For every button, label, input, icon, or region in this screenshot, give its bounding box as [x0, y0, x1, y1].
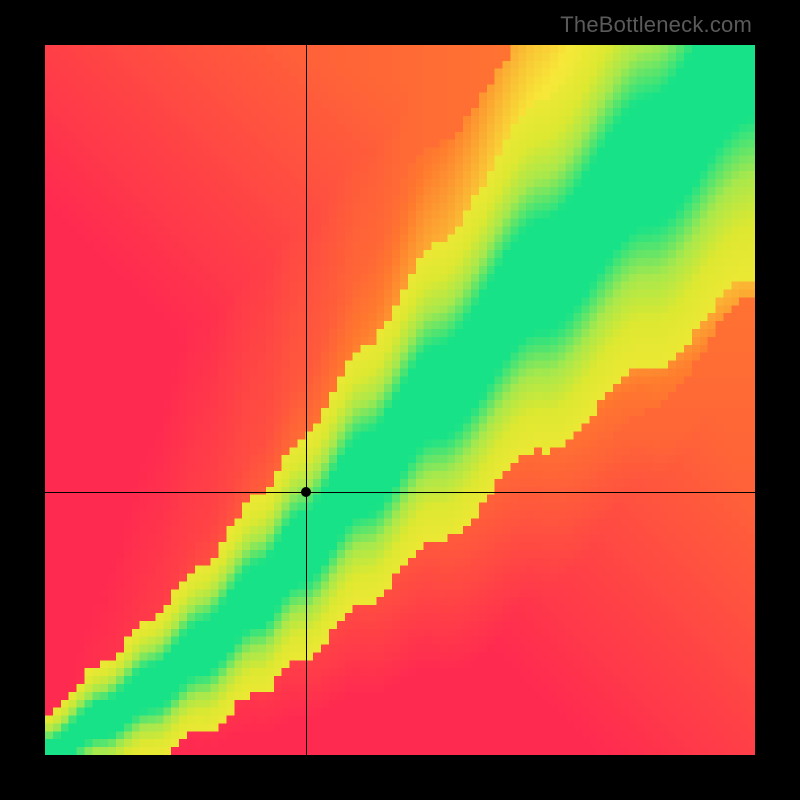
crosshair-marker: [301, 487, 311, 497]
plot-area: [45, 45, 755, 755]
crosshair-horizontal: [45, 492, 755, 493]
watermark-text: TheBottleneck.com: [560, 12, 752, 38]
chart-container: TheBottleneck.com: [0, 0, 800, 800]
heatmap-canvas: [45, 45, 755, 755]
crosshair-vertical: [306, 45, 307, 755]
